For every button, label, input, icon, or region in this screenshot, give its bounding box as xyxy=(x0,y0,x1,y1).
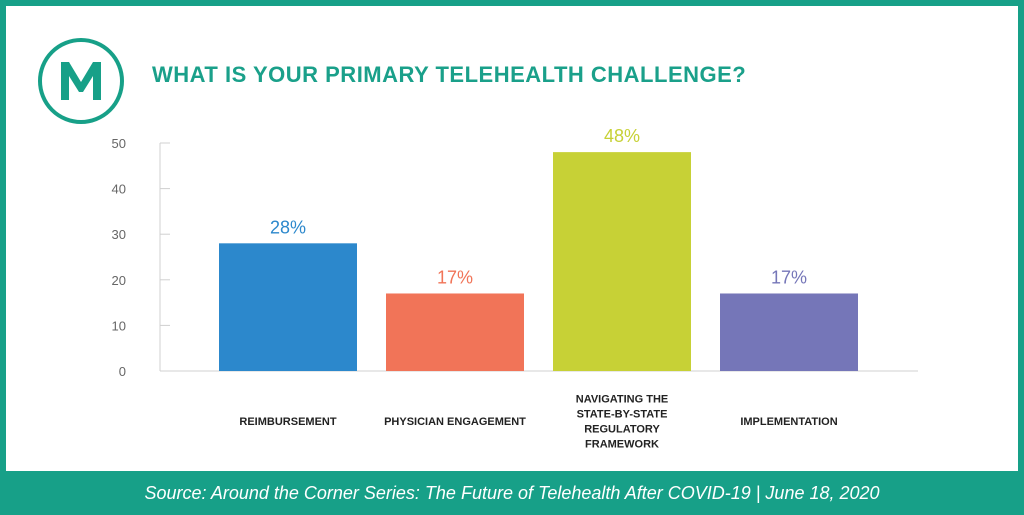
x-tick-label-line: REIMBURSEMENT xyxy=(239,416,336,428)
bar xyxy=(386,293,524,371)
data-label: 17% xyxy=(771,267,807,287)
source-text: Source: Around the Corner Series: The Fu… xyxy=(144,482,880,503)
x-tick-label-line: STATE-BY-STATE xyxy=(577,409,668,421)
x-tick-label-line: REGULATORY xyxy=(584,424,660,436)
x-tick-label: NAVIGATING THE STATE-BY-STATE REGULATORY FR… xyxy=(576,394,668,451)
x-tick-label: REIMBURSEMENT xyxy=(239,416,336,428)
data-label: 28% xyxy=(270,217,306,237)
bar xyxy=(720,293,858,371)
y-tick-label: 50 xyxy=(112,136,126,151)
data-label: 48% xyxy=(604,126,640,146)
bar-chart: 0 10 20 30 40 50 28% REIMBURSEMENT 17% PHYSICIAN … xyxy=(112,126,918,451)
x-tick-label: IMPLEMENTATION xyxy=(740,416,837,428)
x-tick-label-line: FRAMEWORK xyxy=(585,439,659,451)
y-tick-label: 10 xyxy=(112,318,126,333)
y-tick-label: 30 xyxy=(112,227,126,242)
chart-title: WHAT IS YOUR PRIMARY TELEHEALTH CHALLENG… xyxy=(152,62,747,87)
m-logo-icon xyxy=(38,38,124,124)
source-footer: Source: Around the Corner Series: The Fu… xyxy=(0,471,1024,515)
bar xyxy=(219,243,357,371)
data-label: 17% xyxy=(437,267,473,287)
x-tick-label-line: IMPLEMENTATION xyxy=(740,416,837,428)
y-tick-label: 20 xyxy=(112,273,126,288)
x-tick-label: PHYSICIAN ENGAGEMENT xyxy=(384,416,526,428)
bar xyxy=(553,152,691,371)
x-tick-label-line: PHYSICIAN ENGAGEMENT xyxy=(384,416,526,428)
x-tick-label-line: NAVIGATING THE xyxy=(576,394,668,406)
y-tick-label: 0 xyxy=(119,364,126,379)
y-tick-label: 40 xyxy=(112,182,126,197)
